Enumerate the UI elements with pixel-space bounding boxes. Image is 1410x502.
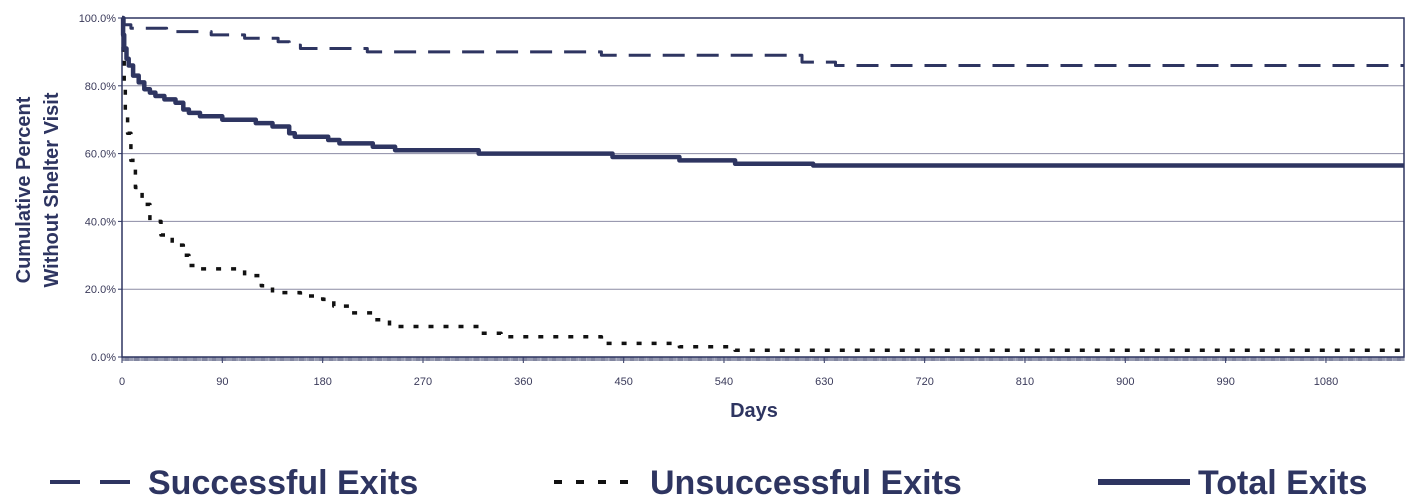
series-line-total-exits: [120, 15, 1404, 168]
series-line-unsuccessful-exits: [121, 16, 1404, 352]
y-tick-label: 80.0%: [85, 81, 116, 93]
legend-label-successful-exits: Successful Exits: [148, 464, 418, 497]
x-tick-label: 1080: [1314, 376, 1338, 388]
x-tick-label: 720: [915, 376, 933, 388]
x-tick-label: 0: [119, 376, 125, 388]
y-axis-title-line-1: Cumulative Percent: [13, 96, 35, 283]
x-tick-label: 360: [514, 376, 532, 388]
x-tick-label: 540: [715, 376, 733, 388]
x-tick-label: 900: [1116, 376, 1134, 388]
y-axis-title-line-2: Without Shelter Visit: [41, 92, 63, 287]
x-tick-label: 270: [414, 376, 432, 388]
y-tick-label: 100.0%: [79, 13, 117, 25]
y-axis-title-group: Cumulative Percent Without Shelter Visit: [13, 92, 63, 287]
y-axis: 0.0% 20.0% 40.0% 60.0% 80.0% 100.0%: [79, 13, 122, 364]
series-layer: [120, 15, 1404, 352]
x-tick-label: 450: [614, 376, 632, 388]
x-tick-label: 630: [815, 376, 833, 388]
y-tick-label: 40.0%: [85, 216, 116, 228]
x-tick-label: 90: [216, 376, 228, 388]
gridlines: [122, 85, 1404, 290]
series-line-successful-exits: [122, 16, 1404, 67]
plot-area: [122, 18, 1404, 357]
legend-label-total-exits: Total Exits: [1198, 464, 1367, 497]
x-axis: 0 90 180 270 360 450 540 630 720 810 900 990 1080: [119, 357, 1405, 388]
legend: Successful Exits Unsuccessful Exits Total …: [50, 464, 1367, 502]
legend-label-unsuccessful-exits: Unsuccessful Exits: [650, 464, 962, 497]
plot-background: [122, 18, 1404, 357]
y-tick-label: 60.0%: [85, 149, 116, 161]
x-axis-title: Days: [730, 400, 778, 422]
y-tick-label: 0.0%: [91, 352, 116, 364]
x-tick-label: 990: [1216, 376, 1234, 388]
y-tick-label: 20.0%: [85, 284, 116, 296]
x-tick-label: 810: [1016, 376, 1034, 388]
x-tick-label: 180: [313, 376, 331, 388]
